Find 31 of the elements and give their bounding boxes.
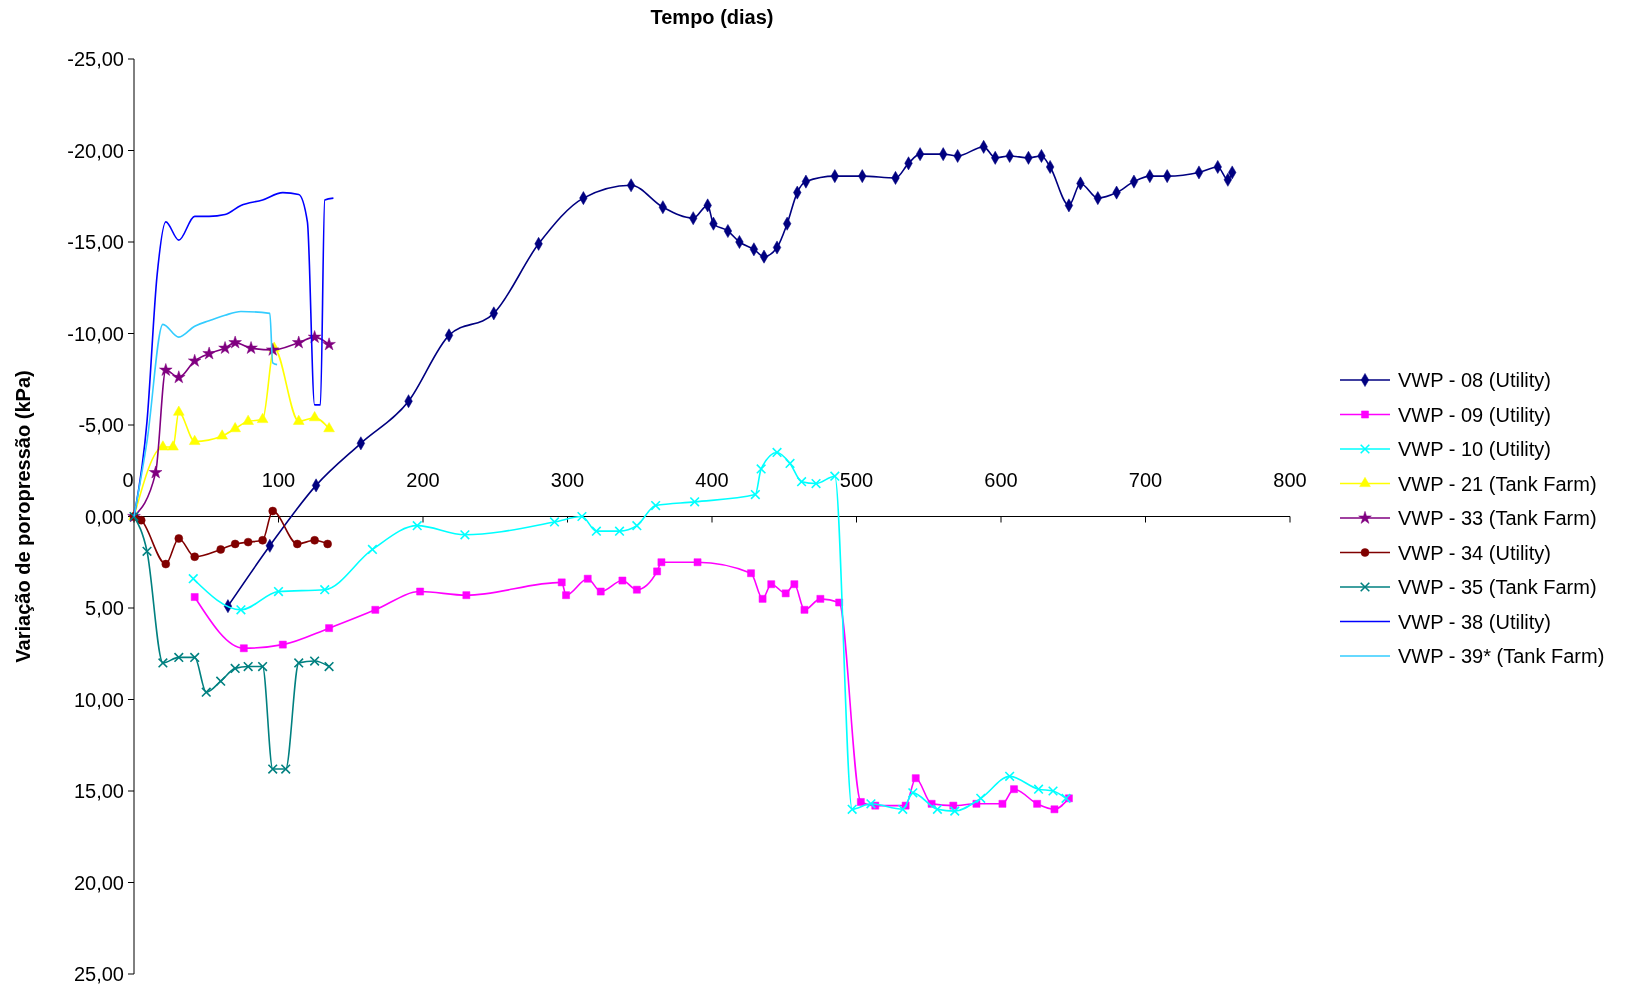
legend-label: VWP - 33 (Tank Farm) (1398, 507, 1597, 529)
y-tick-label: 10,00 (73, 688, 124, 711)
x-tick-label: 600 (984, 468, 1018, 491)
x-tick-label: 100 (261, 468, 296, 491)
y-tick-label: -15,00 (67, 231, 124, 253)
y-tick-label: 15,00 (73, 780, 124, 802)
x-tick-label: 700 (1128, 468, 1163, 491)
y-axis-title: Variação de poropressão (kPa) (12, 370, 34, 663)
legend-label: VWP - 38 (Utility) (1398, 610, 1551, 633)
y-tick-label: 0,00 (85, 505, 124, 528)
legend-label: VWP - 08 (Utility) (1398, 369, 1551, 391)
x-axis-title: Tempo (dias) (650, 6, 774, 28)
legend-label: VWP - 34 (Utility) (1398, 541, 1551, 564)
legend-label: VWP - 10 (Utility) (1398, 438, 1551, 460)
x-tick-label: 400 (695, 468, 729, 491)
legend-label: VWP - 35 (Tank Farm) (1398, 576, 1597, 598)
x-tick-label: 0 (122, 468, 134, 491)
y-tick-label: 20,00 (73, 871, 124, 894)
x-tick-label: 200 (406, 468, 440, 491)
y-tick-label: -20,00 (67, 139, 124, 162)
x-tick-label: 800 (1273, 468, 1307, 491)
y-tick-label: -5,00 (78, 414, 124, 436)
y-tick-label: -10,00 (67, 322, 124, 345)
x-tick-label: 500 (839, 468, 874, 491)
x-tick-label: 300 (550, 468, 585, 491)
legend-label: VWP - 39* (Tank Farm) (1398, 645, 1605, 667)
legend-label: VWP - 09 (Utility) (1398, 403, 1551, 426)
y-tick-label: 5,00 (85, 597, 124, 619)
y-tick-label: 25,00 (73, 963, 124, 985)
legend-label: VWP - 21 (Tank Farm) (1398, 472, 1597, 495)
y-tick-label: -25,00 (67, 48, 124, 70)
